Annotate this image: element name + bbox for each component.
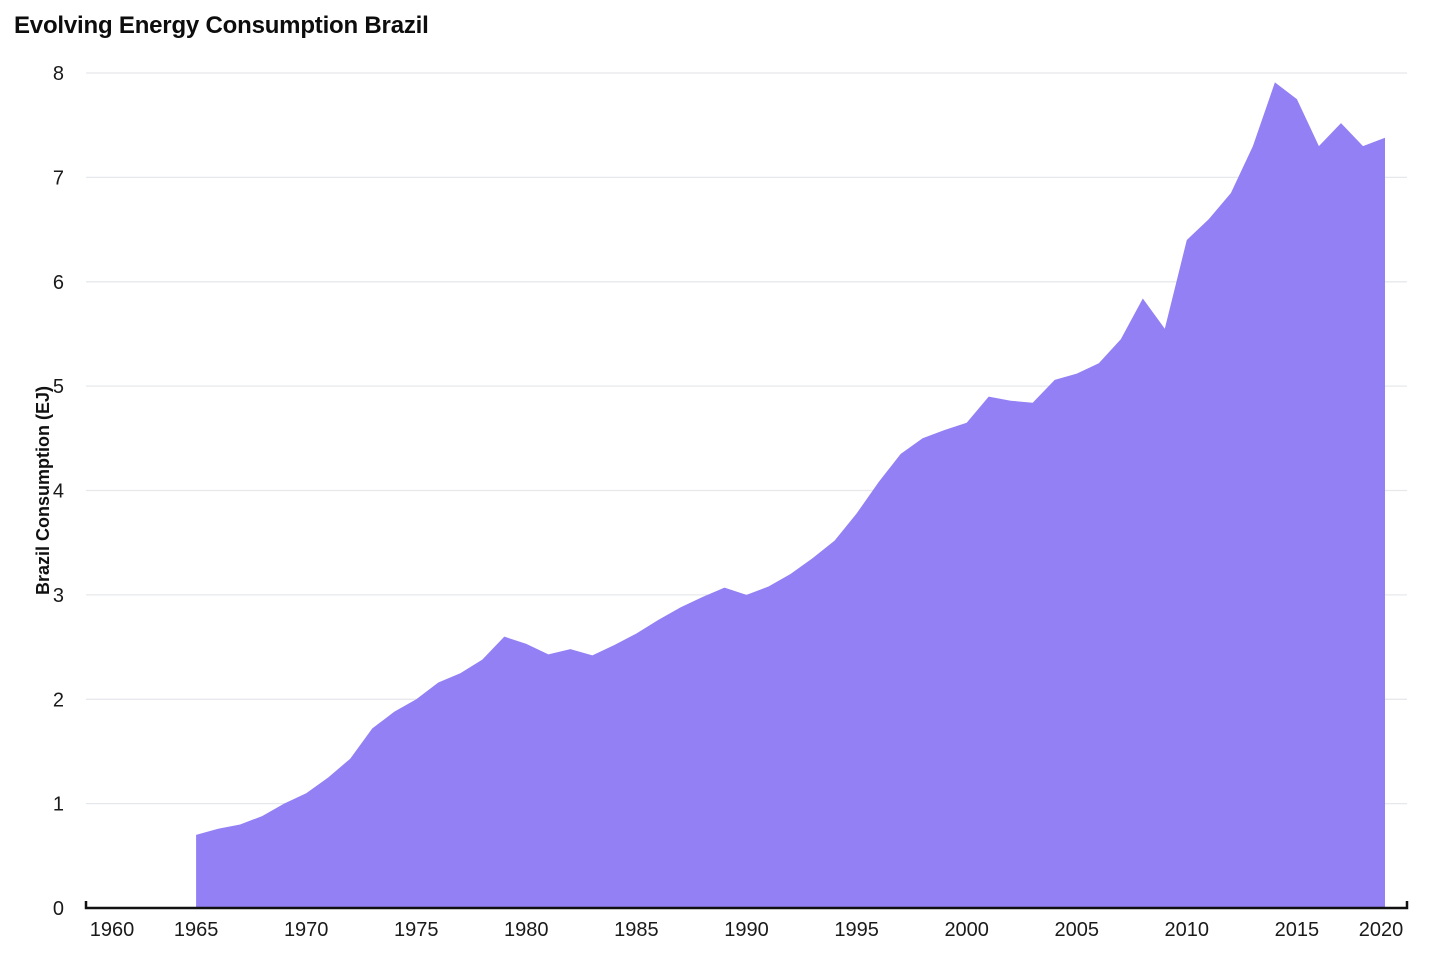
x-tick-label: 1970 — [284, 919, 329, 941]
x-tick-label: 2015 — [1275, 919, 1320, 941]
y-tick-label: 7 — [53, 167, 64, 189]
y-tick-label: 8 — [53, 63, 64, 85]
x-tick-label: 1965 — [174, 919, 219, 941]
x-tick-label: 1960 — [90, 919, 135, 941]
x-axis-tick-labels: 1960 1965 1970 1975 1980 1985 1990 1995 2000 2005… — [90, 919, 1404, 941]
x-tick-label: 2005 — [1055, 919, 1100, 941]
x-tick-label: 1990 — [724, 919, 769, 941]
y-tick-label: 4 — [53, 481, 64, 503]
y-tick-label: 2 — [53, 689, 64, 711]
x-tick-label: 2000 — [944, 919, 989, 941]
y-axis-title: Brazil Consumption (EJ) — [33, 386, 53, 595]
x-tick-label: 1995 — [834, 919, 879, 941]
x-tick-label: 2010 — [1165, 919, 1210, 941]
y-tick-label: 1 — [53, 794, 64, 816]
y-tick-label: 6 — [53, 272, 64, 294]
y-tick-label: 3 — [53, 585, 64, 607]
x-tick-label: 1975 — [394, 919, 439, 941]
chart-title: Evolving Energy Consumption Brazil — [14, 12, 429, 39]
consumption-area — [196, 82, 1386, 908]
y-axis-tick-labels: 0 1 2 3 4 5 6 7 8 — [53, 63, 64, 920]
x-tick-label: 1985 — [614, 919, 659, 941]
y-tick-label: 5 — [53, 376, 64, 398]
x-tick-label: 2020 — [1359, 919, 1404, 941]
x-axis-line — [84, 901, 1409, 910]
x-tick-label: 1980 — [504, 919, 549, 941]
y-tick-label: 0 — [53, 898, 64, 920]
